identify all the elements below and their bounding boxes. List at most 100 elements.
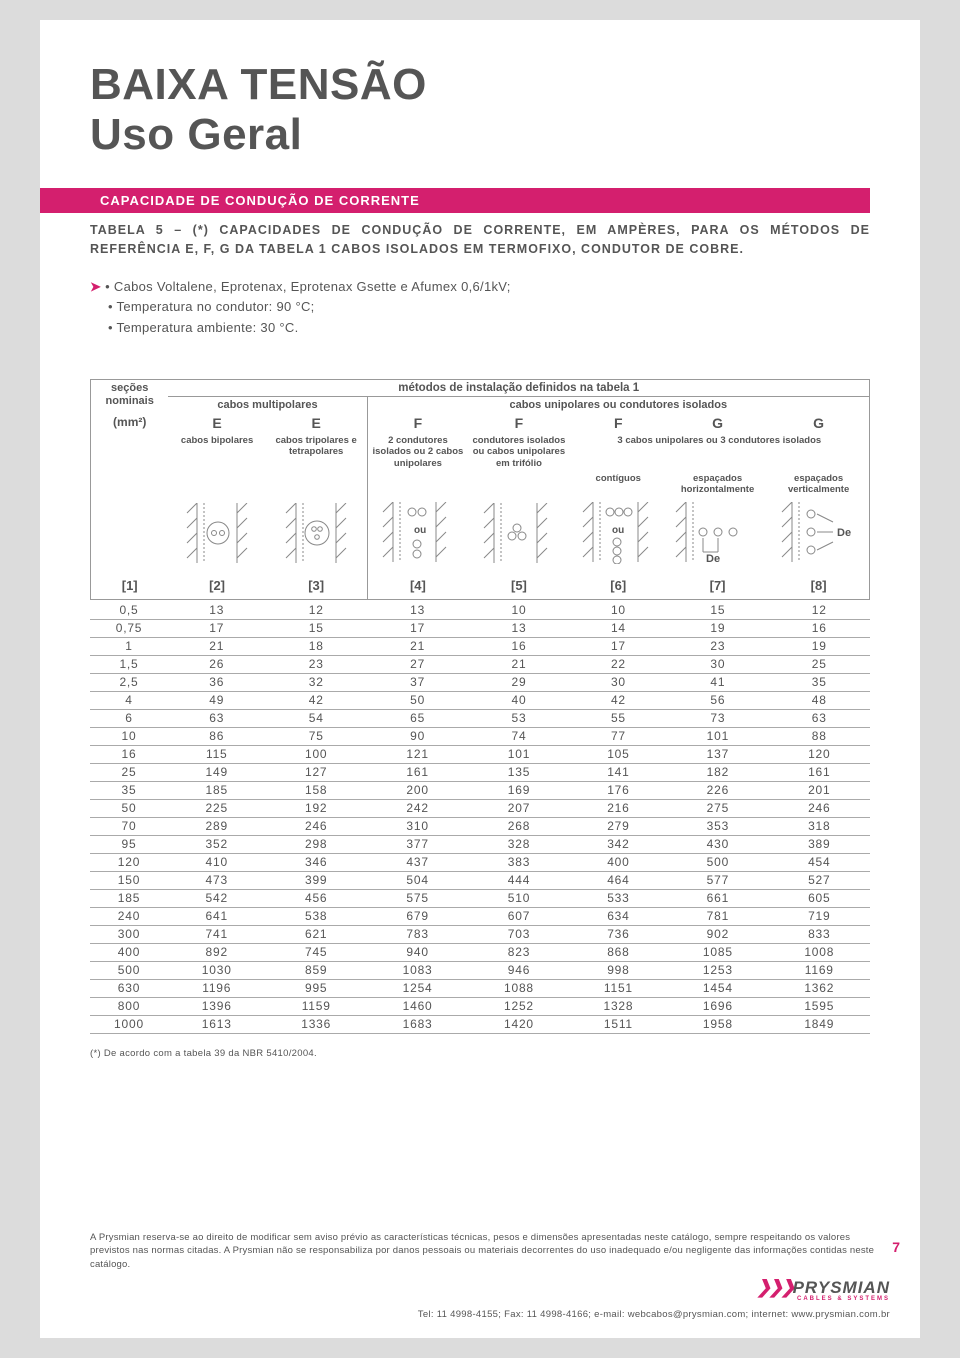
- table-cell: 25: [769, 655, 870, 673]
- table-cell: 940: [367, 943, 468, 961]
- table-cell: 456: [266, 889, 367, 907]
- table-row: 10001613133616831420151119581849: [90, 1015, 870, 1033]
- footer: A Prysmian reserva-se ao direito de modi…: [90, 1231, 890, 1320]
- table-cell: 225: [168, 799, 266, 817]
- table-cell: 21: [168, 637, 266, 655]
- table-row: 95352298377328342430389: [90, 835, 870, 853]
- table-cell: 859: [266, 961, 367, 979]
- table-cell: 42: [266, 691, 367, 709]
- table-cell: 50: [367, 691, 468, 709]
- table-cell: 17: [168, 619, 266, 637]
- table-cell: 41: [667, 673, 768, 691]
- table-cell: 75: [266, 727, 367, 745]
- table-cell: 50: [90, 799, 168, 817]
- table-row: 630119699512541088115114541362: [90, 979, 870, 997]
- table-cell: 49: [168, 691, 266, 709]
- logo-row: ❯❯❯PRYSMIAN CABLES & SYSTEMS: [90, 1277, 890, 1305]
- col-sub-678: 3 cabos unipolares ou 3 condutores isola…: [570, 433, 870, 471]
- table-cell: 500: [667, 853, 768, 871]
- table-cell: 216: [570, 799, 668, 817]
- table-cell: 137: [667, 745, 768, 763]
- table-cell: 158: [266, 781, 367, 799]
- colnum-3: [3]: [266, 568, 367, 600]
- table-row: 300741621783703736902833: [90, 925, 870, 943]
- table-cell: 201: [769, 781, 870, 799]
- table-cell: 77: [570, 727, 668, 745]
- table-cell: 504: [367, 871, 468, 889]
- table-cell: 641: [168, 907, 266, 925]
- table-cell: 55: [570, 709, 668, 727]
- diagram-6: ou: [570, 498, 667, 568]
- table-cell: 16: [769, 619, 870, 637]
- table-cell: 2,5: [90, 673, 168, 691]
- table-cell: 1362: [769, 979, 870, 997]
- diagram-5: [468, 498, 569, 568]
- table-cell: 781: [667, 907, 768, 925]
- table-cell: 32: [266, 673, 367, 691]
- table-cell: 1088: [468, 979, 569, 997]
- table-cell: 1420: [468, 1015, 569, 1033]
- table-cell: 1696: [667, 997, 768, 1015]
- table-cell: 430: [667, 835, 768, 853]
- table-cell: 783: [367, 925, 468, 943]
- table-row: 70289246310268279353318: [90, 817, 870, 835]
- diagram-2: [168, 498, 265, 568]
- table-cell: 200: [367, 781, 468, 799]
- table-cell: 607: [468, 907, 569, 925]
- table-cell: 121: [367, 745, 468, 763]
- page-number: 7: [892, 1239, 900, 1255]
- note-3: • Temperatura ambiente: 30 °C.: [90, 318, 870, 339]
- table-row: 16115100121101105137120: [90, 745, 870, 763]
- contact-line: Tel: 11 4998-4155; Fax: 11 4998-4166; e-…: [90, 1309, 890, 1320]
- table-cell: 42: [570, 691, 668, 709]
- page: BAIXA TENSÃO Uso Geral CAPACIDADE DE CON…: [40, 20, 920, 1338]
- table-cell: 240: [90, 907, 168, 925]
- table-cell: 464: [570, 871, 668, 889]
- table-cell: 150: [90, 871, 168, 889]
- table-cell: 1252: [468, 997, 569, 1015]
- table-cell: 63: [168, 709, 266, 727]
- table-cell: 868: [570, 943, 668, 961]
- diagram-4: ou: [367, 498, 468, 568]
- table-cell: 1613: [168, 1015, 266, 1033]
- table-cell: 1000: [90, 1015, 168, 1033]
- logo-chevron-icon: ❯❯❯: [756, 1277, 792, 1297]
- table-cell: 29: [468, 673, 569, 691]
- table-cell: 745: [266, 943, 367, 961]
- table-cell: 527: [769, 871, 870, 889]
- table-cell: 538: [266, 907, 367, 925]
- table-cell: 226: [667, 781, 768, 799]
- prysmian-logo: ❯❯❯PRYSMIAN CABLES & SYSTEMS: [756, 1277, 890, 1302]
- table-cell: 1454: [667, 979, 768, 997]
- table-cell: 1151: [570, 979, 668, 997]
- table-cell: 4: [90, 691, 168, 709]
- colnum-6: [6]: [570, 568, 667, 600]
- table-cell: 892: [168, 943, 266, 961]
- table-cell: 389: [769, 835, 870, 853]
- col-sub-8: espaçados verticalmente: [768, 471, 869, 498]
- table-cell: 161: [769, 763, 870, 781]
- disclaimer: A Prysmian reserva-se ao direito de modi…: [90, 1231, 890, 1271]
- table-cell: 141: [570, 763, 668, 781]
- table-cell: 13: [468, 619, 569, 637]
- table-cell: 298: [266, 835, 367, 853]
- table-cell: 6: [90, 709, 168, 727]
- table-cell: 73: [667, 709, 768, 727]
- col-letter-5: F: [468, 413, 569, 433]
- table-row: 150473399504444464577527: [90, 871, 870, 889]
- table-cell: 185: [90, 889, 168, 907]
- table-cell: 12: [266, 602, 367, 620]
- table-cell: 400: [90, 943, 168, 961]
- table-cell: 1083: [367, 961, 468, 979]
- table-cell: 1328: [570, 997, 668, 1015]
- table-row: 120410346437383400500454: [90, 853, 870, 871]
- table-cell: 1849: [769, 1015, 870, 1033]
- table-cell: 17: [570, 637, 668, 655]
- table-cell: 17: [367, 619, 468, 637]
- table-cell: 13: [168, 602, 266, 620]
- table-cell: 13: [367, 602, 468, 620]
- table-row: 40089274594082386810851008: [90, 943, 870, 961]
- table-cell: 995: [266, 979, 367, 997]
- table-cell: 279: [570, 817, 668, 835]
- table-cell: 18: [266, 637, 367, 655]
